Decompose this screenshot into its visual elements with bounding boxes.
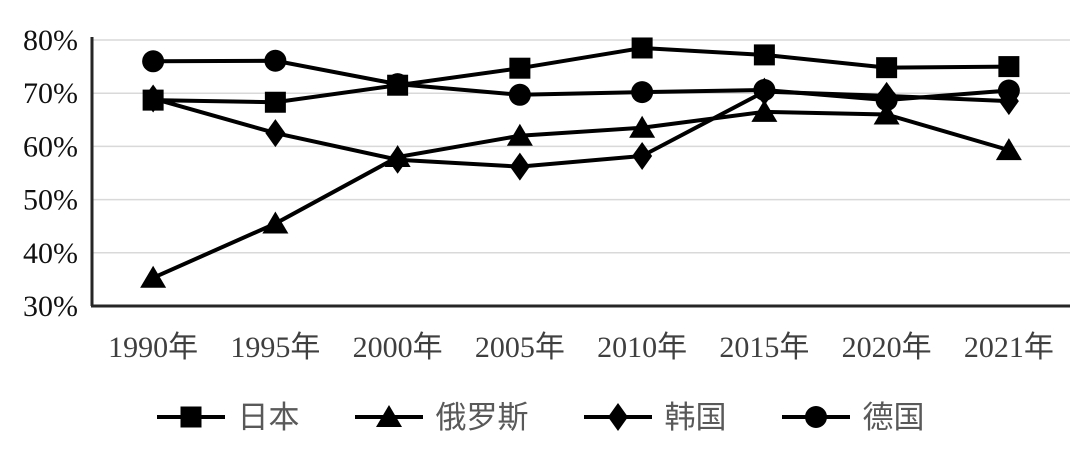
- marker-diamond: [607, 403, 628, 431]
- y-tick-label: 60%: [23, 130, 78, 163]
- x-tick-label: 2020年: [842, 331, 932, 364]
- marker-triangle: [506, 123, 533, 146]
- y-tick-label: 30%: [23, 290, 78, 323]
- marker-circle: [508, 83, 531, 106]
- series-line-triangle: [152, 109, 1010, 280]
- marker-triangle: [140, 265, 167, 288]
- triangle-legend-icon: [354, 405, 423, 427]
- marker-square: [264, 91, 286, 113]
- series-line-circle: [153, 58, 1010, 103]
- marker-triangle: [629, 115, 656, 138]
- marker-triangle: [262, 211, 289, 234]
- marker-triangle: [375, 405, 402, 427]
- marker-triangle: [751, 99, 778, 122]
- marker-square: [142, 89, 164, 111]
- y-tick-label: 50%: [23, 184, 78, 217]
- x-tick-label: 1990年: [108, 331, 198, 364]
- marker-circle: [264, 49, 287, 72]
- marker-diamond: [387, 145, 408, 174]
- series-line-square: [153, 45, 1009, 105]
- legend-label: 日本: [237, 399, 300, 435]
- marker-diamond: [632, 141, 653, 170]
- x-tick-label: 2015年: [719, 331, 809, 364]
- marker-circle: [804, 406, 827, 428]
- marker-diamond: [265, 119, 286, 148]
- marker-circle: [142, 50, 165, 73]
- marker-circle: [753, 79, 776, 102]
- x-tick-label: 2021年: [964, 331, 1054, 364]
- marker-square: [753, 44, 775, 66]
- square-legend-icon: [156, 406, 225, 428]
- legend-item-triangle: 俄罗斯: [354, 401, 529, 433]
- marker-square: [998, 56, 1020, 78]
- marker-square: [387, 74, 409, 96]
- marker-circle: [875, 89, 898, 112]
- marker-triangle: [873, 102, 900, 125]
- legend-label: 韩国: [664, 399, 727, 435]
- x-tick-label: 1995年: [230, 331, 320, 364]
- marker-square: [180, 406, 201, 428]
- marker-circle: [631, 81, 654, 104]
- series-line-diamond: [152, 89, 1009, 169]
- legend-item-square: 日本: [156, 401, 300, 433]
- legend-label: 俄罗斯: [435, 399, 529, 435]
- marker-diamond: [509, 152, 530, 181]
- legend-item-circle: 德国: [781, 401, 925, 433]
- y-tick-label: 40%: [23, 237, 78, 270]
- y-tick-label: 80%: [23, 24, 78, 57]
- marker-square: [631, 37, 653, 59]
- marker-triangle: [995, 138, 1022, 161]
- legend-item-diamond: 韩国: [583, 401, 727, 433]
- x-tick-label: 2005年: [475, 331, 565, 364]
- diamond-legend-icon: [583, 403, 652, 431]
- marker-circle: [997, 79, 1020, 102]
- circle-legend-icon: [781, 406, 850, 428]
- x-tick-label: 2010年: [597, 331, 687, 364]
- marker-square: [876, 57, 898, 79]
- marker-square: [509, 57, 531, 79]
- legend-label: 德国: [862, 399, 925, 435]
- y-tick-label: 70%: [23, 77, 78, 110]
- legend: 日本 俄罗斯 韩国 德国: [0, 392, 1080, 442]
- x-tick-label: 2000年: [353, 331, 443, 364]
